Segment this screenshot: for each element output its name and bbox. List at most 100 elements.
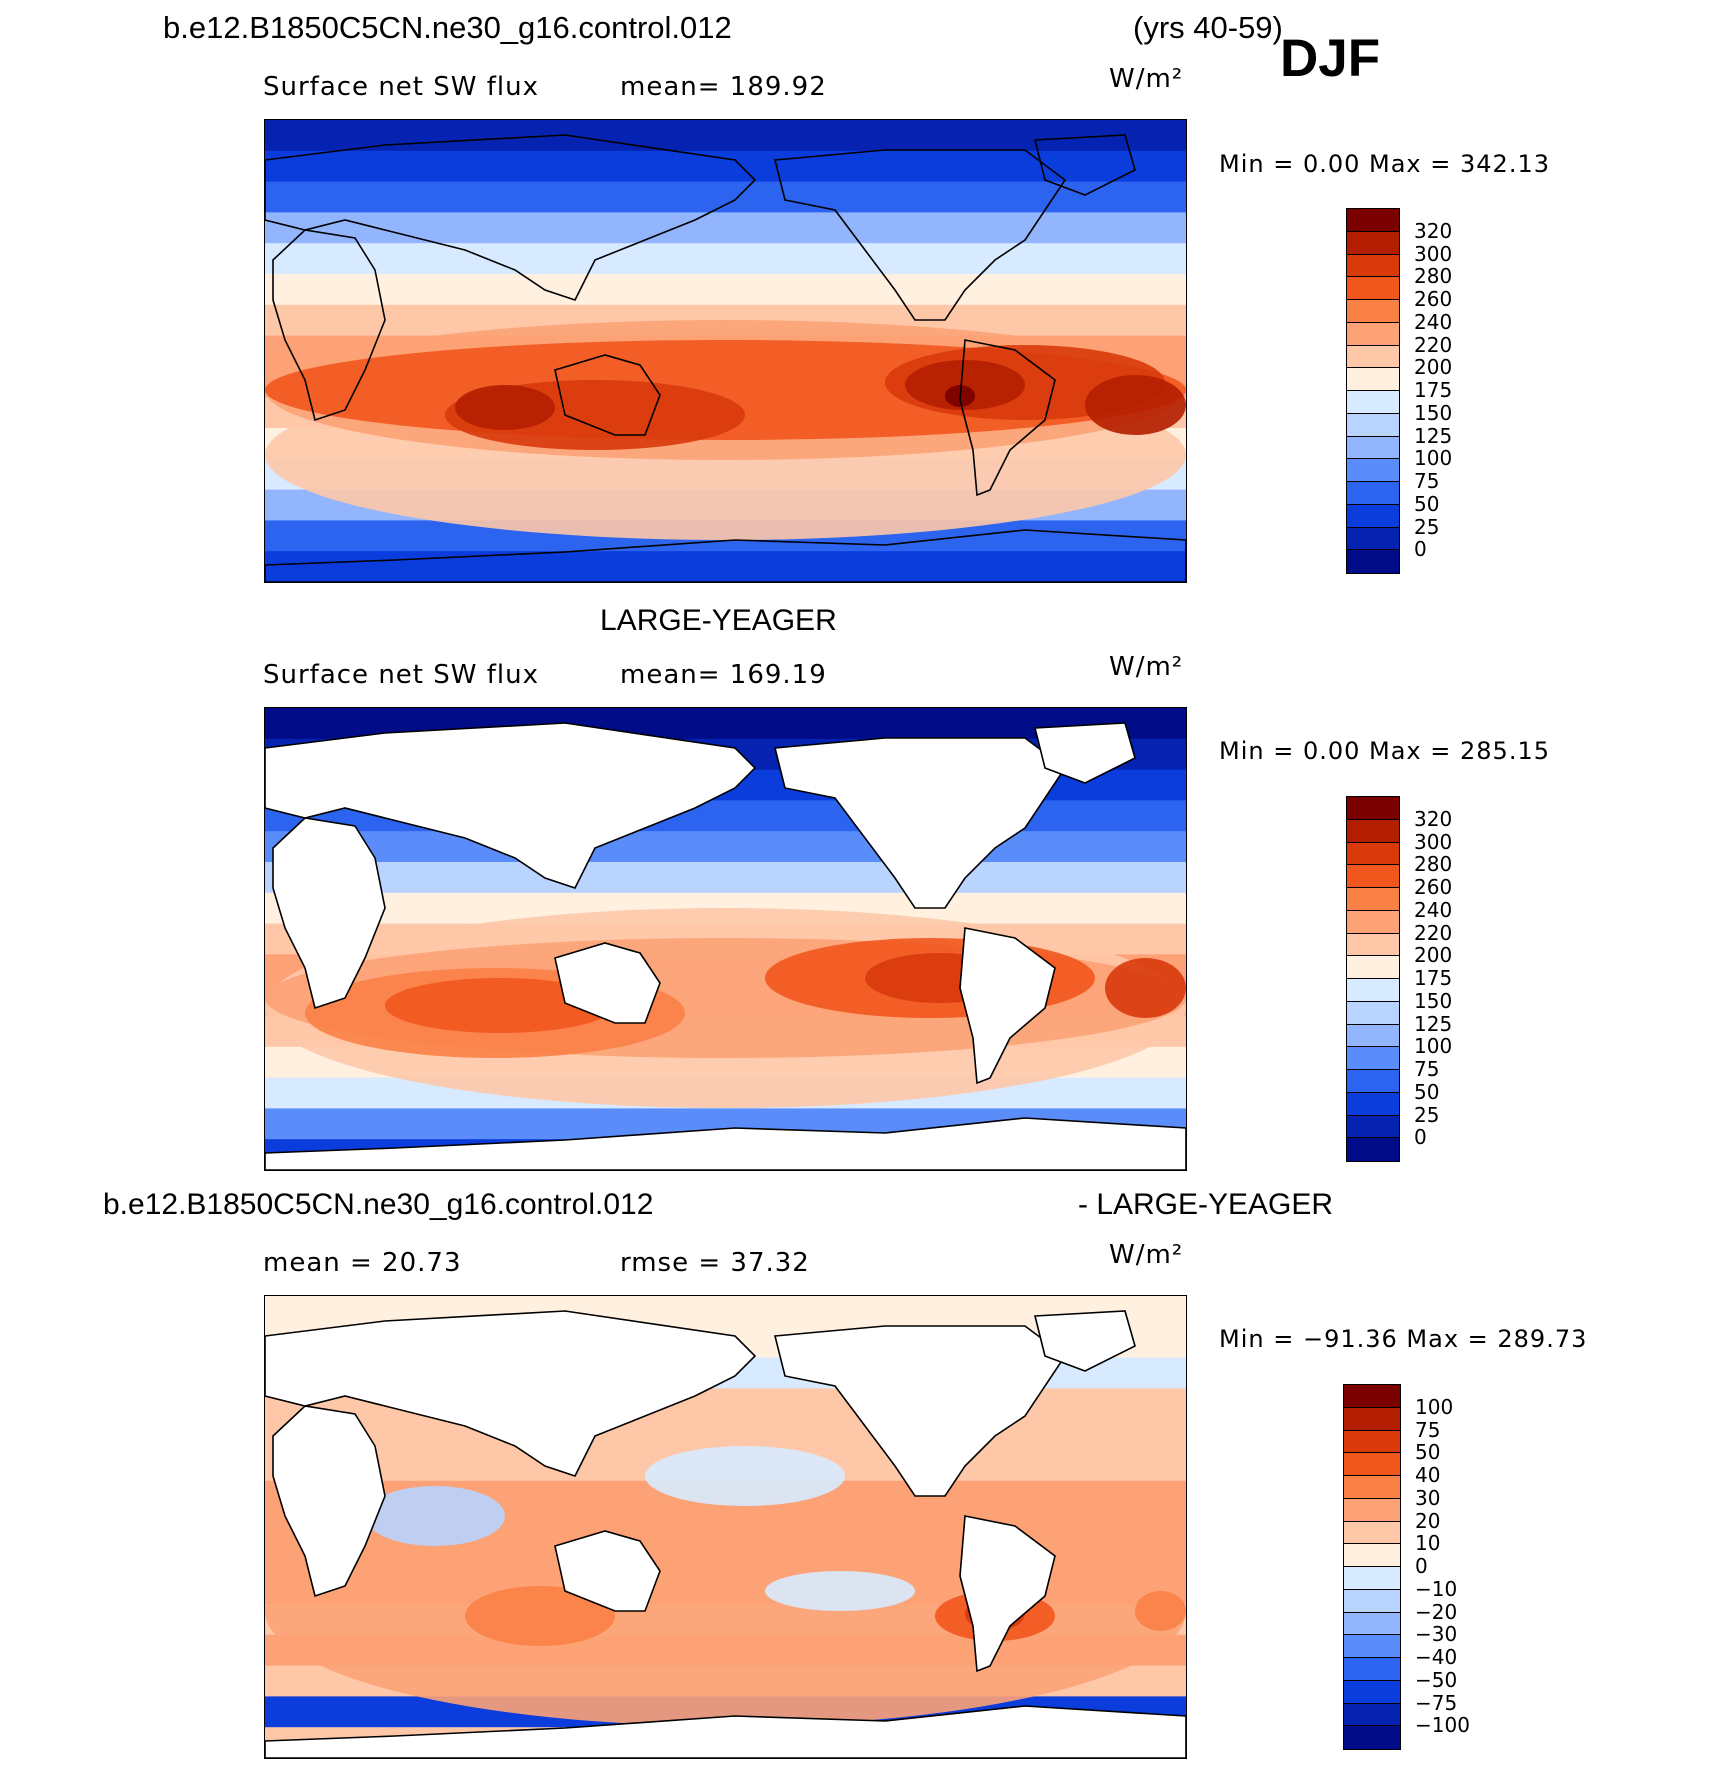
colorbar-tick-label: 240: [1414, 309, 1453, 334]
colorbar-tick-label: −75: [1415, 1690, 1458, 1715]
colorbar-tick-label: −30: [1415, 1622, 1458, 1647]
panel3-title-left: b.e12.B1850C5CN.ne30_g16.control.012: [103, 1188, 654, 1221]
coastline-south-america: [959, 1515, 1056, 1673]
panel3-map-svg: [265, 1296, 1186, 1758]
field-band: [265, 1419, 1186, 1451]
colorbar-tick-label: 75: [1415, 1417, 1441, 1442]
map-field: [265, 120, 1186, 582]
colorbar-tick-label: 20: [1415, 1508, 1441, 1533]
coastline-north-america: [773, 149, 1067, 321]
field-band: [265, 551, 1186, 582]
colorbar-box: [1347, 277, 1399, 300]
colorbar-tick-label: 40: [1415, 1463, 1441, 1487]
field-band: [265, 862, 1186, 894]
colorbar-box: [1347, 1092, 1399, 1116]
panel3-minmax: Min = −91.36 Max = 289.73: [1219, 1325, 1588, 1353]
colorbar-box: [1347, 1024, 1399, 1048]
colorbar-tick-label: 280: [1414, 852, 1453, 877]
colorbar-tick-label: 200: [1414, 943, 1453, 968]
case-title: b.e12.B1850C5CN.ne30_g16.control.012: [163, 10, 732, 45]
panel1-minmax: Min = 0.00 Max = 342.13: [1219, 150, 1550, 178]
colorbar-tick-label: −20: [1415, 1599, 1458, 1624]
colorbar-box: [1344, 1544, 1400, 1567]
coastline-eurasia: [265, 134, 757, 301]
colorbar-box: [1347, 1047, 1399, 1070]
colorbar-box: [1344, 1703, 1400, 1727]
field-band: [265, 212, 1186, 245]
panel2-title: LARGE-YEAGER: [600, 604, 837, 637]
panel3-colorbar: [1343, 1384, 1401, 1750]
panel2-map: [264, 707, 1187, 1171]
season-label: DJF: [1280, 29, 1381, 88]
colorbar-tick-label: 0: [1415, 1554, 1428, 1578]
colorbar-tick-label: 75: [1414, 1057, 1440, 1081]
field-contour: [1135, 1591, 1186, 1631]
colorbar-box: [1347, 527, 1399, 551]
colorbar-tick-label: 75: [1414, 469, 1440, 493]
field-band: [265, 831, 1186, 863]
coastline-eurasia: [265, 1310, 757, 1477]
coastline-australia: [554, 942, 661, 1024]
colorbar-box: [1347, 1001, 1399, 1025]
colorbar-box: [1347, 1138, 1399, 1161]
colorbar-box: [1344, 1726, 1400, 1749]
field-contour: [455, 385, 555, 430]
colorbar-box: [1347, 254, 1399, 278]
colorbar-box: [1344, 1521, 1400, 1545]
panel1-colorbar: [1346, 208, 1400, 574]
colorbar-box: [1347, 413, 1399, 437]
colorbar-box: [1344, 1430, 1400, 1454]
panel1-map: [264, 119, 1187, 583]
colorbar-box: [1347, 797, 1399, 820]
colorbar-tick-label: 300: [1414, 829, 1453, 854]
colorbar-tick-label: 50: [1415, 1440, 1441, 1465]
colorbar-box: [1344, 1680, 1400, 1704]
panel2-colorbar: [1346, 796, 1400, 1162]
coastlines: [265, 134, 1186, 582]
field-band: [265, 243, 1186, 275]
colorbar-box: [1344, 1612, 1400, 1636]
colorbar-tick-label: 240: [1414, 897, 1453, 922]
colorbar-box: [1347, 436, 1399, 460]
coastline-south-america: [959, 339, 1056, 497]
field-contour: [765, 1571, 915, 1611]
panel2-mean: mean= 169.19: [620, 660, 827, 690]
coastline-africa: [272, 817, 386, 1010]
field-band: [265, 181, 1186, 214]
colorbar-tick-label: 280: [1414, 264, 1453, 289]
coastlines: [265, 722, 1186, 1170]
colorbar-tick-label: 150: [1414, 988, 1453, 1013]
colorbar-box: [1344, 1567, 1400, 1590]
years-label: (yrs 40-59): [1133, 10, 1283, 45]
colorbar-tick-label: −50: [1415, 1667, 1458, 1692]
colorbar-box: [1347, 322, 1399, 346]
colorbar-box: [1347, 888, 1399, 911]
colorbar-box: [1347, 231, 1399, 255]
coastline-australia: [554, 1530, 661, 1612]
field-contour: [465, 1586, 615, 1646]
panel1-units: W/m²: [1109, 64, 1184, 94]
colorbar-box: [1347, 550, 1399, 573]
colorbar-box: [1347, 979, 1399, 1002]
colorbar-box: [1344, 1589, 1400, 1613]
colorbar-tick-label: 100: [1414, 1034, 1453, 1059]
colorbar-tick-label: 220: [1414, 920, 1453, 945]
colorbar-box: [1347, 956, 1399, 979]
field-contour: [905, 360, 1025, 410]
coastline-antarctica: [265, 1117, 1186, 1170]
colorbar-box: [1347, 819, 1399, 843]
colorbar-box: [1347, 1070, 1399, 1093]
colorbar-tick-label: 320: [1414, 806, 1453, 831]
panel3-title-right: - LARGE-YEAGER: [1078, 1188, 1334, 1221]
panel2-units: W/m²: [1109, 652, 1184, 682]
coastline-eurasia: [265, 722, 757, 889]
coastline-north-america: [773, 737, 1067, 909]
colorbar-tick-label: 260: [1414, 875, 1453, 899]
colorbar-tick-label: 25: [1414, 514, 1440, 539]
colorbar-tick-label: 150: [1414, 400, 1453, 425]
colorbar-box: [1344, 1453, 1400, 1476]
colorbar-tick-label: 25: [1414, 1102, 1440, 1127]
colorbar-tick-label: 175: [1414, 966, 1453, 990]
coastline-greenland: [1033, 1310, 1136, 1372]
colorbar-box: [1347, 209, 1399, 232]
